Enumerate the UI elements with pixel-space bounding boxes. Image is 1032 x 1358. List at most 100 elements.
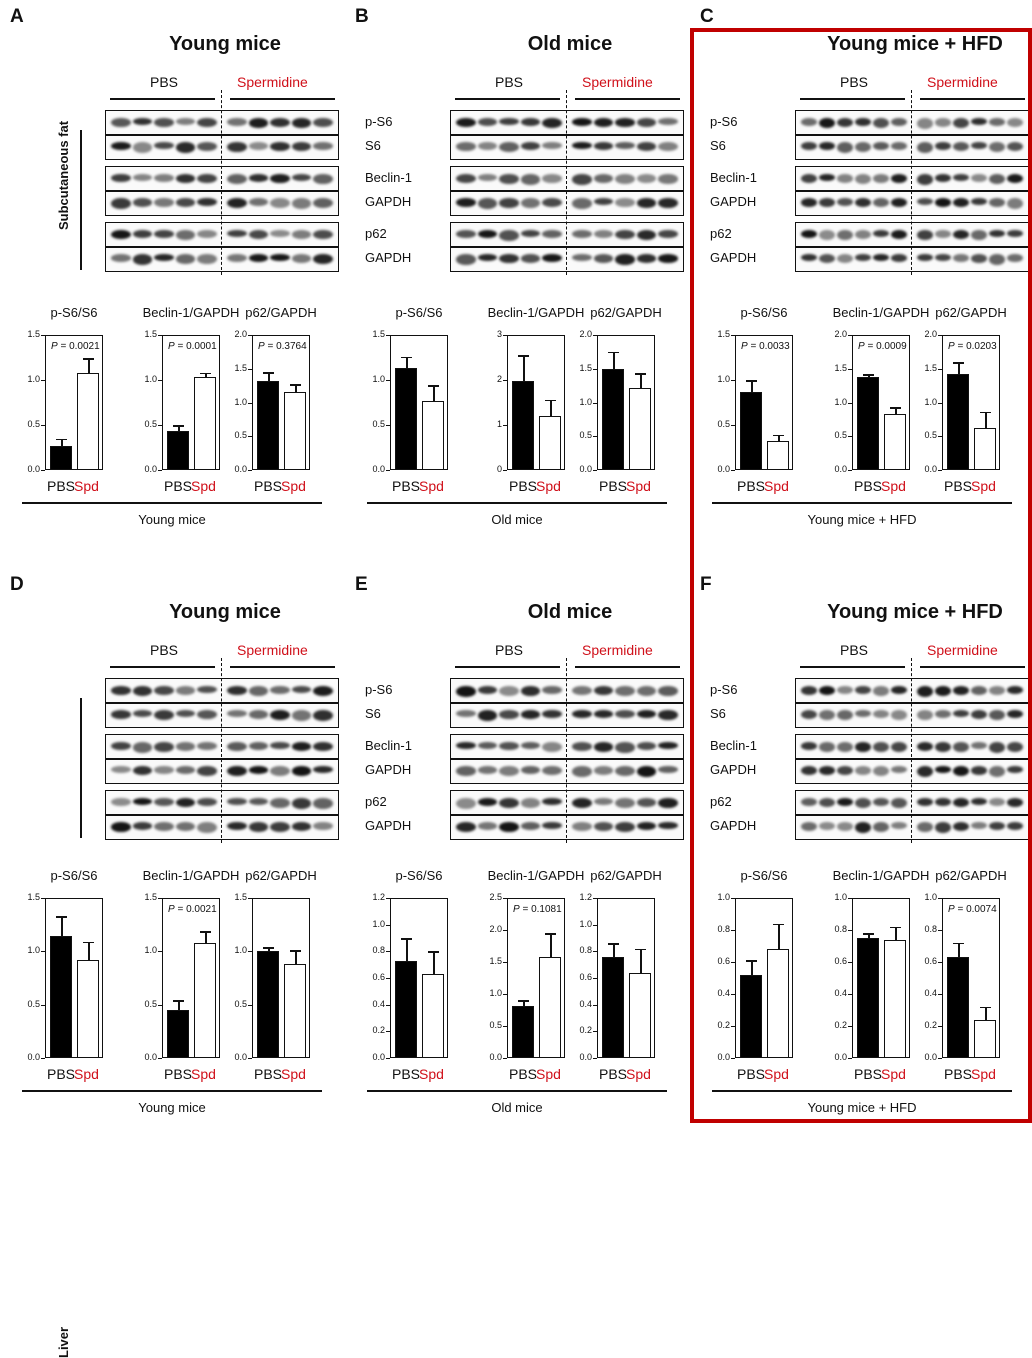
y-tick-mark [731,930,735,931]
blot-band [175,174,196,183]
blot-band [175,198,196,207]
blot-band [572,822,592,831]
y-tick-mark [938,962,942,963]
blot-band [270,174,290,183]
y-tick-label: 1.0 [834,892,847,902]
chart-plot-area [507,335,565,470]
y-tick-label: 1.0 [27,374,40,384]
error-bar-cap [890,926,901,929]
blot-band [111,686,131,695]
chart-title: p62/GAPDH [590,305,662,320]
bar-pbs [947,374,969,470]
blot-band [971,142,987,150]
western-blot [795,678,1029,728]
chart-title: p-S6/S6 [740,305,788,320]
blot-band [572,766,592,777]
y-tick-label: 0.8 [924,924,937,934]
y-tick-mark [593,402,597,404]
blot-band [132,230,153,239]
y-tick-label: 0.0 [834,464,847,474]
y-tick-mark [938,470,942,471]
blot-band [917,798,933,806]
y-tick-label: 0.5 [27,419,40,429]
y-tick-mark [503,930,507,931]
blot-band [891,118,907,126]
blot-band [873,766,889,776]
blot-band [572,174,592,185]
blot-band [499,254,519,263]
blot-band [175,686,196,695]
blot-band [291,254,312,264]
chart-title: Beclin-1/GAPDH [142,305,240,320]
tissue-side-line [80,130,82,270]
x-category-label: Spd [764,478,789,494]
blot-band [520,710,541,719]
blot-band [989,198,1005,207]
blot-band [313,710,333,721]
y-tick-label: 1.5 [834,362,847,373]
error-bar-cap [608,943,619,945]
blot-band [197,118,217,128]
blot-band [542,710,562,719]
blot-band [270,254,290,262]
p-number: = 0.3764 [267,341,307,352]
blot-band [520,174,541,185]
chart-title: p62/GAPDH [935,868,1007,883]
bar-pbs [50,445,72,470]
pbs-group-line [455,98,560,100]
x-category-label: PBS [254,1066,283,1082]
blot-band [615,142,635,150]
y-tick-mark [593,898,597,899]
x-category-label: Spd [281,478,306,494]
blot-band [197,198,217,207]
blot-band [132,742,153,753]
chart-title: p62/GAPDH [245,868,317,883]
blot-band [819,798,835,808]
blot-band [658,142,678,152]
blot-band [855,118,871,127]
western-blot [450,110,684,160]
row-label: S6 [365,706,381,721]
y-tick-label: 0.5 [234,430,247,441]
blot-band [456,174,476,184]
y-tick-mark [938,436,942,438]
blot-band [477,174,498,182]
y-tick-mark [41,425,45,426]
blot-band [154,822,174,832]
blot-band [989,710,1005,721]
y-tick-mark [248,951,252,953]
chart-plot-area [597,335,655,470]
y-tick-label: 0.0 [372,1052,385,1062]
row-label: p-S6 [365,682,393,697]
blot-band [111,254,131,262]
y-tick-label: 2 [496,374,502,384]
blot-band [542,142,562,150]
blot-band [477,822,498,830]
p-symbol: P [513,904,520,915]
spermidine-label: Spermidine [927,642,998,658]
y-tick-label: 0.5 [144,998,157,1009]
y-tick-mark [593,1004,597,1006]
panel-letter: D [10,574,24,595]
blot-band [1007,710,1023,719]
blot-band [499,198,519,208]
row-label: p-S6 [365,114,393,129]
blot-band [837,742,853,753]
blot-band [542,230,562,238]
blot-band [456,254,476,265]
blot-band [593,198,614,206]
p-symbol: P [948,341,955,352]
error-bar-cap [428,385,439,387]
chart-title: p62/GAPDH [245,305,317,320]
y-tick-mark [386,425,390,426]
y-tick-label: 0.5 [579,430,592,441]
blot-band [593,174,614,183]
chart-plot-area [852,898,910,1058]
blot-row-divider [106,758,338,760]
blot-band [935,174,951,182]
blot-band [270,822,290,833]
blot-band [855,254,871,262]
bar-spd [884,939,906,1058]
y-tick-label: 1.0 [834,396,847,407]
y-tick-label: 0.0 [579,464,592,474]
